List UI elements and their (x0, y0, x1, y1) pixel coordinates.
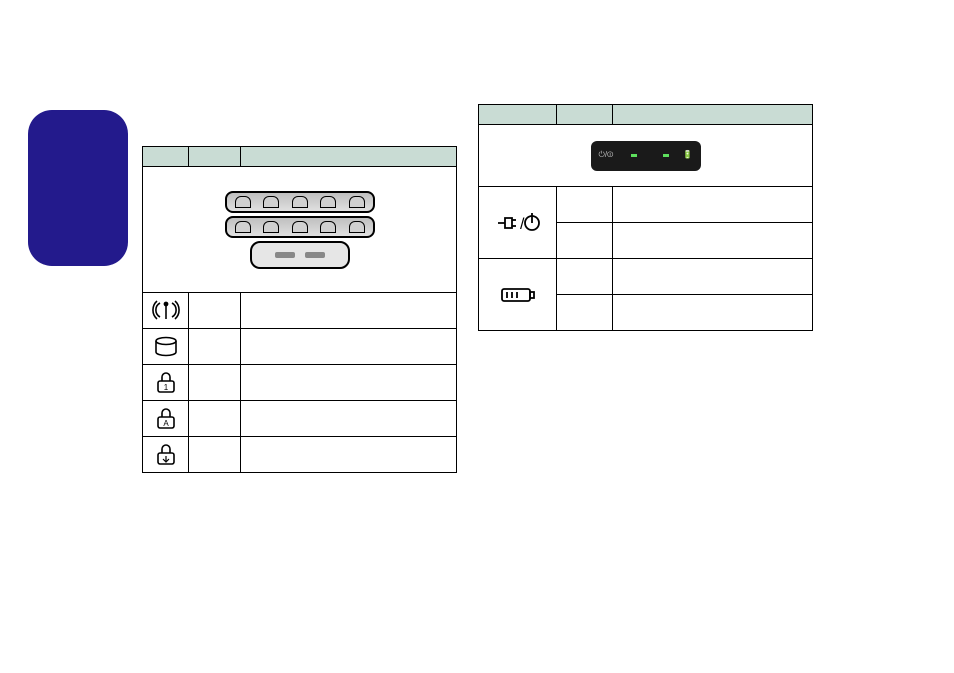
board-battery-label: 🔋 (683, 150, 693, 159)
cell (557, 295, 613, 331)
left-table: 1 A (142, 146, 457, 473)
page: 1 A (0, 0, 954, 673)
cell (557, 259, 613, 295)
icon-cell (143, 329, 189, 365)
cell (189, 293, 241, 329)
cell (613, 223, 813, 259)
cell (241, 365, 457, 401)
header-cell (189, 147, 241, 167)
cell (189, 437, 241, 473)
battery-icon (498, 284, 538, 306)
board-image-cell: ⏻/⏼ 🔋 (479, 125, 813, 187)
right-table: ⏻/⏼ 🔋 / (478, 104, 813, 331)
router-strip-image (225, 216, 375, 238)
svg-text:1: 1 (163, 383, 168, 392)
cell (241, 293, 457, 329)
icon-cell: A (143, 401, 189, 437)
disk-icon (153, 336, 179, 358)
header-cell (143, 147, 189, 167)
table-row (143, 437, 457, 473)
header-cell (241, 147, 457, 167)
cell (189, 401, 241, 437)
numlock-icon: 1 (153, 371, 179, 395)
indicator-board-image: ⏻/⏼ 🔋 (591, 141, 701, 171)
header-cell (557, 105, 613, 125)
table-row: A (143, 401, 457, 437)
table-row (143, 167, 457, 293)
table-header-row (143, 147, 457, 167)
cell (241, 401, 457, 437)
router-strip-image (225, 191, 375, 213)
capslock-icon: A (153, 407, 179, 431)
table-row: ⏻/⏼ 🔋 (479, 125, 813, 187)
scrolllock-icon (153, 443, 179, 467)
cell (189, 365, 241, 401)
cell (189, 329, 241, 365)
icon-cell (479, 259, 557, 331)
icon-cell (143, 293, 189, 329)
cell (613, 187, 813, 223)
table-row (143, 293, 457, 329)
icon-cell: 1 (143, 365, 189, 401)
wireless-icon (152, 299, 180, 323)
table-row (143, 329, 457, 365)
side-badge (28, 110, 128, 266)
cell (241, 329, 457, 365)
icon-cell: / (479, 187, 557, 259)
cell (557, 223, 613, 259)
router-strip-small-image (250, 241, 350, 269)
device-images-cell (143, 167, 457, 293)
board-power-label: ⏻/⏼ (599, 150, 614, 160)
cell (613, 295, 813, 331)
cell (557, 187, 613, 223)
table-row (479, 259, 813, 295)
cell (613, 259, 813, 295)
header-cell (479, 105, 557, 125)
table-row: 1 (143, 365, 457, 401)
table-row: / (479, 187, 813, 223)
icon-cell (143, 437, 189, 473)
cell (241, 437, 457, 473)
table-header-row (479, 105, 813, 125)
header-cell (613, 105, 813, 125)
ac-power-icon: / (494, 209, 542, 237)
svg-text:A: A (163, 419, 169, 428)
